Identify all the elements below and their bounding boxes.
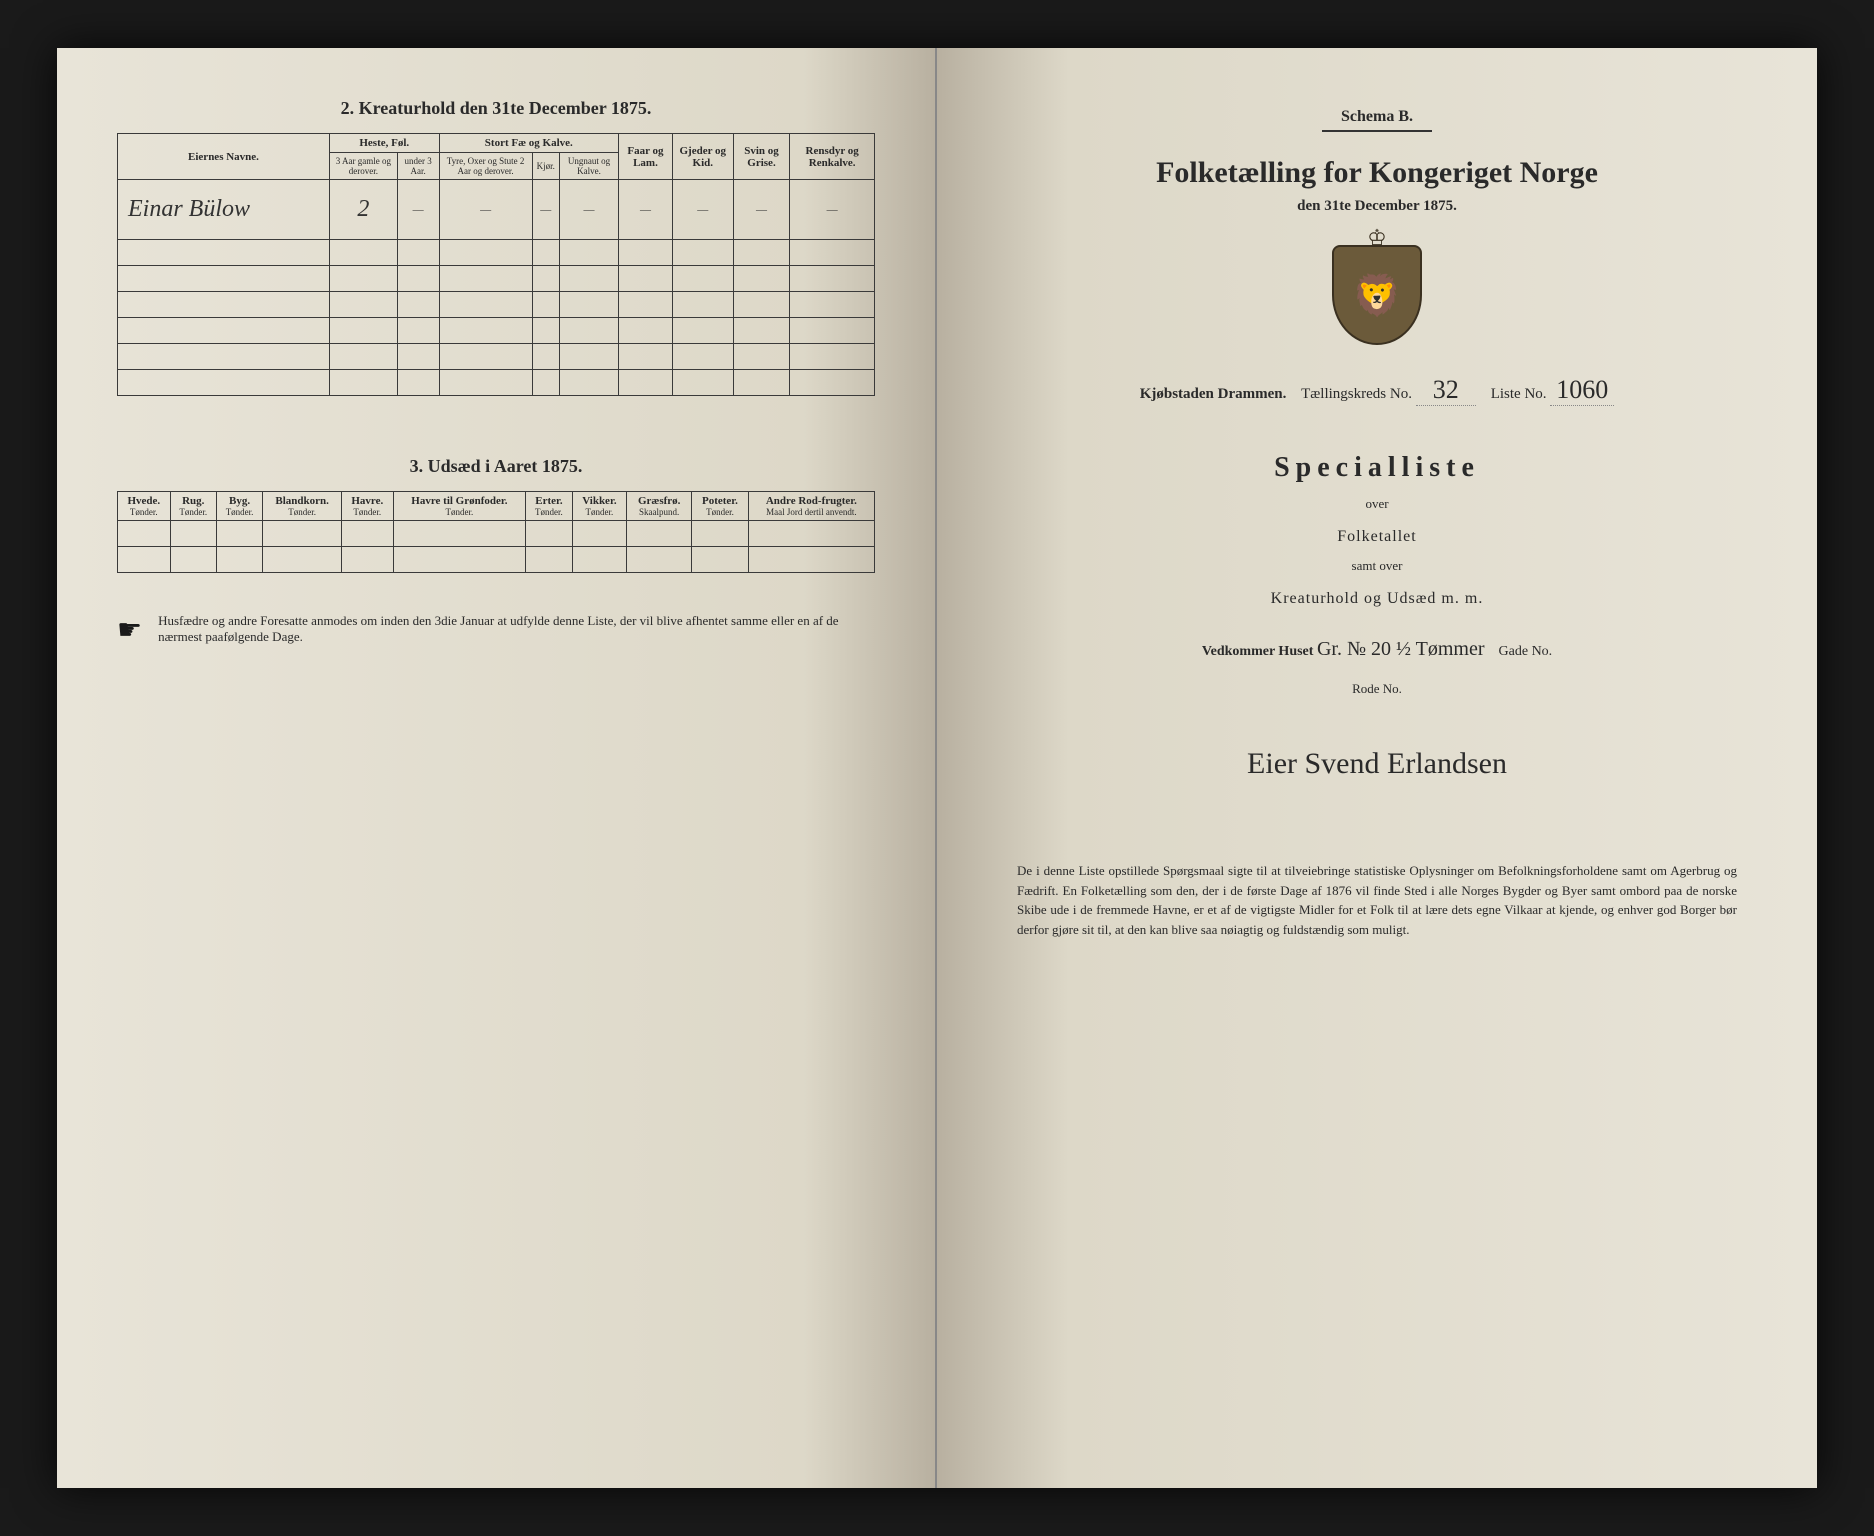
coat-of-arms-icon: 🦁 (1332, 245, 1422, 345)
col: Vikker.Tønder. (572, 492, 627, 521)
col: Havre til Grønfoder.Tønder. (393, 492, 526, 521)
pointing-hand-icon: ☛ (117, 613, 142, 647)
gade-label: Gade No. (1499, 644, 1553, 659)
divider (1322, 130, 1432, 132)
col-sheep: Faar og Lam. (619, 134, 673, 180)
col: Erter.Tønder. (526, 492, 572, 521)
over-label: over (997, 496, 1757, 512)
table-row (118, 370, 875, 396)
kreds-no: 32 (1416, 375, 1476, 406)
col-h2: under 3 Aar. (397, 153, 439, 180)
udsaed-header-row: Hvede.Tønder. Rug.Tønder. Byg.Tønder. Bl… (118, 492, 875, 521)
col: Havre.Tønder. (342, 492, 394, 521)
col-c2: Kjør. (532, 153, 559, 180)
col-pigs: Svin og Grise. (733, 134, 790, 180)
samt-label: samt over (997, 558, 1757, 574)
table-row (118, 344, 875, 370)
liste-no: 1060 (1550, 375, 1614, 406)
district-line: Kjøbstaden Drammen. Tællingskreds No. 32… (997, 375, 1757, 406)
cell: — (733, 180, 790, 240)
table-row (118, 240, 875, 266)
table-row (118, 521, 875, 547)
right-page: Schema B. Folketælling for Kongeriget No… (937, 48, 1817, 1488)
folketallet-label: Folketallet (997, 528, 1757, 546)
table-row: Einar Bülow 2 — — — — — — — — (118, 180, 875, 240)
bottom-paragraph: De i denne Liste opstillede Spørgsmaal s… (997, 861, 1757, 939)
liste-label: Liste No. (1491, 386, 1547, 402)
section3-title: 3. Udsæd i Aaret 1875. (117, 456, 875, 477)
table-row (118, 547, 875, 573)
cell: — (439, 180, 532, 240)
col: Andre Rod-frugter.Maal Jord dertil anven… (748, 492, 874, 521)
kreds-label: Tællingskreds No. (1301, 386, 1412, 402)
col-owner: Eiernes Navne. (118, 134, 330, 180)
cell: — (619, 180, 673, 240)
kreatur-label: Kreaturhold og Udsæd m. m. (997, 590, 1757, 608)
vedkommer-label: Vedkommer Huset (1202, 644, 1314, 659)
house-handwritten: Gr. № 20 ½ Tømmer (1317, 638, 1485, 660)
book-spread: 2. Kreaturhold den 31te December 1875. E… (57, 48, 1817, 1488)
cell: — (672, 180, 733, 240)
footer-note: ☛ Husfædre og andre Foresatte anmodes om… (117, 613, 875, 647)
schema-label: Schema B. (997, 108, 1757, 126)
footer-text: Husfædre og andre Foresatte anmodes om i… (158, 613, 875, 645)
col: Poteter.Tønder. (692, 492, 749, 521)
table-row (118, 292, 875, 318)
col: Rug.Tønder. (170, 492, 216, 521)
kreaturhold-table: Eiernes Navne. Heste, Føl. Stort Fæ og K… (117, 133, 875, 396)
main-title: Folketælling for Kongeriget Norge (997, 156, 1757, 190)
col: Græsfrø.Skaalpund. (627, 492, 692, 521)
col-c3: Ungnaut og Kalve. (559, 153, 618, 180)
signature: Eier Svend Erlandsen (997, 747, 1757, 781)
col: Blandkorn.Tønder. (263, 492, 342, 521)
rode-label: Rode No. (997, 681, 1757, 697)
cell: — (790, 180, 875, 240)
col-h1: 3 Aar gamle og derover. (329, 153, 397, 180)
section2-title: 2. Kreaturhold den 31te December 1875. (117, 98, 875, 119)
city-label: Kjøbstaden Drammen. (1140, 386, 1287, 402)
col-horses: Heste, Føl. (329, 134, 439, 153)
cell: — (559, 180, 618, 240)
udsaed-table: Hvede.Tønder. Rug.Tønder. Byg.Tønder. Bl… (117, 491, 875, 573)
cell: — (532, 180, 559, 240)
owner-cell: Einar Bülow (118, 180, 330, 240)
col-c1: Tyre, Oxer og Stute 2 Aar og derover. (439, 153, 532, 180)
left-page: 2. Kreaturhold den 31te December 1875. E… (57, 48, 937, 1488)
cell: 2 (329, 180, 397, 240)
col-goats: Gjeder og Kid. (672, 134, 733, 180)
table-row (118, 266, 875, 292)
specialliste-title: Specialliste (997, 452, 1757, 484)
col: Byg.Tønder. (216, 492, 262, 521)
house-line: Vedkommer Huset Gr. № 20 ½ Tømmer Gade N… (997, 638, 1757, 661)
table-row (118, 318, 875, 344)
col-cattle: Stort Fæ og Kalve. (439, 134, 619, 153)
col: Hvede.Tønder. (118, 492, 171, 521)
cell: — (397, 180, 439, 240)
subtitle: den 31te December 1875. (997, 198, 1757, 215)
col-reindeer: Rensdyr og Renkalve. (790, 134, 875, 180)
